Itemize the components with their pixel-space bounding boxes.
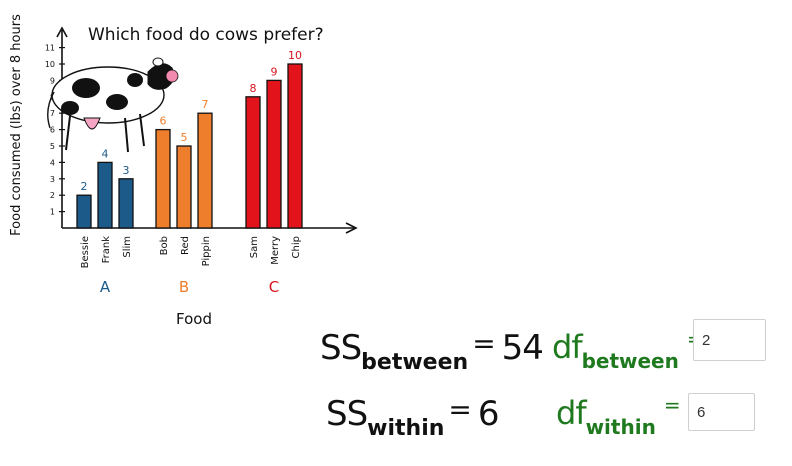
value-labels: 2 4 3 6 5 7 8 9 10 (81, 49, 303, 193)
y-tick-label: 7 (50, 109, 55, 118)
y-ticks: 1234567891011 (45, 44, 65, 217)
ss-within-equals: = (448, 393, 472, 426)
group-label-b: B (179, 278, 189, 296)
df-within-prefix: df (556, 394, 587, 432)
cow-leg-3 (139, 113, 145, 147)
bar-merry (266, 79, 282, 229)
category-label: Red (180, 236, 191, 255)
ss-between-equation: SSbetween= 54 (320, 327, 544, 375)
category-label: Bob (159, 236, 170, 255)
y-tick-label: 6 (50, 126, 55, 135)
cow-spot-4 (127, 73, 143, 87)
ss-within-sub: within (367, 416, 445, 441)
value-label: 7 (202, 98, 209, 111)
value-label: 10 (288, 49, 302, 62)
y-tick-label: 1 (50, 208, 55, 217)
cow-snout (165, 69, 179, 83)
bar-slim (118, 178, 134, 229)
df-within-equals: = (663, 393, 681, 417)
category-labels: Bessie Frank Slim Bob Red Pippin Sam Merry Chip (80, 236, 302, 269)
ss-within-value: 6 (477, 394, 500, 434)
y-tick-label: 5 (50, 142, 55, 151)
y-axis-label: Food consumed (lbs) over 8 hours (9, 14, 24, 236)
bar-red (176, 145, 192, 229)
df-between-input[interactable] (693, 319, 766, 361)
ss-within-equation: SSwithin= 6 (326, 393, 500, 441)
y-tick-label: 11 (45, 44, 55, 53)
bars (76, 63, 303, 229)
df-within-equation: dfwithin = (556, 393, 689, 439)
group-label-c: C (269, 278, 279, 296)
cow-spot-1 (72, 78, 100, 98)
cow-illustration (47, 57, 179, 153)
df-between-sub: between (581, 349, 679, 373)
cow-spot-2 (106, 94, 128, 110)
category-label: Chip (291, 236, 302, 258)
bar-bessie (76, 194, 92, 229)
category-label: Bessie (80, 236, 91, 268)
x-axis-arrow (345, 222, 358, 234)
bar-frank (97, 161, 113, 229)
ss-between-sub: between (361, 350, 469, 375)
y-tick-label: 10 (45, 60, 55, 69)
bar-chip (287, 63, 303, 229)
bar-pippin (197, 112, 213, 229)
value-label: 2 (81, 180, 88, 193)
cow-udder (83, 117, 101, 130)
cow-leg-1 (65, 115, 71, 151)
value-label: 3 (123, 164, 130, 177)
group-label-a: A (100, 278, 111, 296)
cow-spot-3 (61, 101, 79, 115)
category-label: Frank (101, 236, 112, 264)
cow-leg-2 (124, 117, 129, 153)
chart-title: Which food do cows prefer? (88, 25, 324, 45)
category-label: Slim (122, 236, 133, 258)
ss-between-equals: = (472, 327, 496, 360)
group-labels: A B C (100, 278, 279, 296)
value-label: 5 (181, 131, 188, 144)
category-label: Merry (270, 236, 281, 265)
value-label: 9 (271, 65, 278, 78)
y-tick-label: 3 (50, 175, 55, 184)
ss-within-prefix: SS (326, 394, 368, 434)
bar-sam (245, 96, 261, 229)
df-within-sub: within (585, 415, 656, 439)
category-label: Pippin (201, 236, 212, 266)
ss-between-value: 54 (501, 328, 544, 368)
df-between-prefix: df (552, 328, 583, 366)
value-label: 8 (250, 82, 257, 95)
df-between-equation: dfbetween= (552, 327, 712, 373)
y-axis-label-text: Food consumed (lbs) over 8 hours (9, 14, 24, 236)
y-tick-label: 9 (50, 76, 55, 85)
y-axis-arrow (56, 26, 68, 38)
ss-between-prefix: SS (320, 328, 362, 368)
category-label: Sam (249, 236, 260, 258)
bar-bob (155, 128, 171, 229)
y-tick-label: 2 (50, 191, 55, 200)
cow-ear (152, 57, 164, 67)
value-label: 4 (102, 147, 109, 160)
x-axis-label: Food (176, 310, 212, 328)
df-within-input[interactable] (688, 393, 755, 431)
value-label: 6 (160, 115, 167, 128)
cow-tail (47, 91, 55, 129)
y-tick-label: 4 (50, 158, 55, 167)
